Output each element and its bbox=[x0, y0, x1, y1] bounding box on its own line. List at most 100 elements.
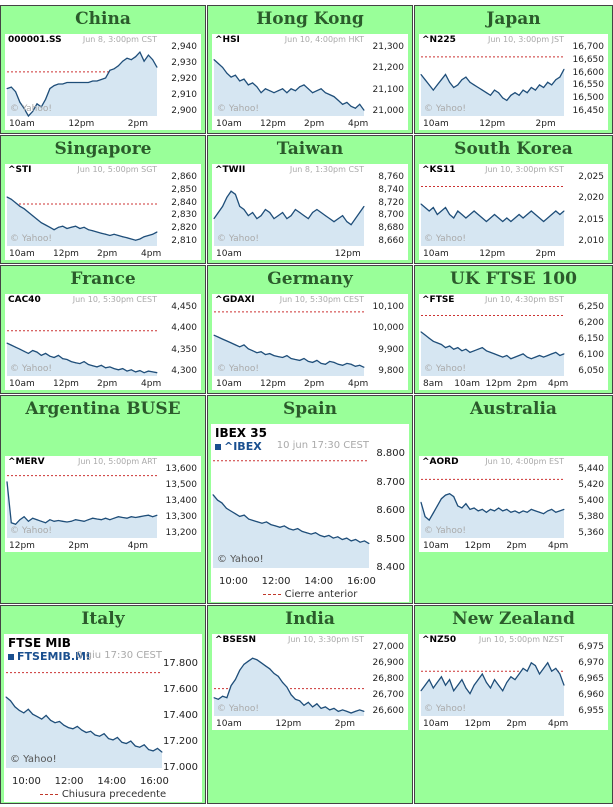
chart-point bbox=[494, 214, 495, 215]
market-title: China bbox=[75, 9, 131, 29]
chart-point bbox=[117, 516, 119, 518]
chart-point bbox=[247, 660, 249, 662]
chart-point bbox=[428, 679, 430, 681]
chart-point bbox=[465, 687, 467, 689]
chart-point bbox=[485, 92, 487, 94]
chart-point bbox=[105, 367, 107, 369]
chart-point bbox=[449, 81, 451, 83]
chart-point bbox=[469, 508, 471, 510]
chart-point bbox=[36, 716, 38, 718]
chart-point bbox=[243, 344, 245, 346]
market-cell-france: France CAC40 Jun 10, 5:30pm CEST 4,450 4,400… bbox=[0, 265, 206, 394]
chart-point bbox=[273, 92, 275, 94]
chart-point bbox=[342, 364, 344, 366]
chart-point bbox=[282, 212, 284, 213]
chart-point bbox=[230, 510, 232, 512]
chart-svg bbox=[420, 56, 565, 116]
chart-point bbox=[485, 350, 487, 352]
chart-point bbox=[303, 84, 305, 86]
chart-point bbox=[121, 741, 123, 743]
chart-point bbox=[36, 218, 38, 220]
x-tick-label: 2pm bbox=[334, 719, 356, 729]
market-chart[interactable]: ^BSESN Jun 10, 3:30pm IST 27,000 26,900 26,8… bbox=[212, 634, 408, 730]
chart-point bbox=[62, 225, 64, 227]
y-tick-label: 10,000 bbox=[372, 323, 405, 334]
y-tick-label: 2,820 bbox=[171, 223, 197, 234]
chart-point bbox=[502, 356, 504, 358]
chart-point bbox=[243, 514, 245, 516]
chart-symbol: ^GDAXI bbox=[215, 295, 255, 305]
chart-series-line bbox=[212, 494, 370, 545]
x-tick-label: 12pm bbox=[485, 379, 512, 389]
chart-point bbox=[346, 362, 348, 364]
chart-point bbox=[320, 88, 322, 90]
chart-point bbox=[534, 510, 536, 512]
chart-point bbox=[109, 235, 111, 236]
chart-point bbox=[282, 357, 284, 358]
x-tick-label: 14:00 bbox=[97, 776, 127, 787]
chart-point bbox=[477, 87, 479, 88]
chart-point bbox=[312, 706, 314, 708]
chart-point bbox=[75, 362, 77, 364]
chart-point bbox=[109, 69, 111, 71]
market-chart[interactable]: CAC40 Jun 10, 5:30pm CEST 4,450 4,400 4,350 4… bbox=[5, 294, 201, 390]
market-chart[interactable]: ^AORD Jun 10, 4:00pm EST 5,440 5,420 5,400 5,… bbox=[419, 456, 608, 552]
market-chart[interactable]: ^GDAXI Jun 10, 5:30pm CEST 10,100 10,000 9,9… bbox=[212, 294, 408, 390]
chart-point bbox=[32, 215, 34, 217]
chart-point bbox=[135, 517, 137, 518]
chart-point bbox=[563, 508, 565, 510]
chart-point bbox=[83, 226, 85, 228]
market-chart[interactable]: ^KS11 Jun 10, 3:00pm KST 2,025 2,020 2,015 2,… bbox=[419, 164, 608, 260]
x-tick-label: 12pm bbox=[464, 541, 491, 551]
chart-point bbox=[290, 358, 292, 359]
chart-area bbox=[214, 335, 364, 376]
chart-point bbox=[269, 212, 271, 213]
x-tick-label: 12pm bbox=[260, 119, 286, 129]
x-tick-label: 2pm bbox=[535, 249, 556, 259]
chart-point bbox=[19, 519, 21, 521]
market-chart[interactable]: ^HSI Jun 10, 4:00pm HKT 21,300 21,200 21,100… bbox=[212, 34, 408, 130]
chart-point bbox=[23, 516, 25, 518]
chart-point bbox=[45, 714, 47, 716]
chart-point bbox=[87, 364, 89, 365]
chart-point bbox=[477, 348, 479, 350]
chart-area bbox=[7, 52, 157, 116]
chart-point bbox=[5, 696, 7, 698]
market-chart[interactable]: ^STI Jun 10, 5:00pm SGT 2,860 2,850 2,840 2,8… bbox=[5, 164, 201, 260]
chart-point bbox=[526, 92, 528, 94]
market-chart[interactable]: ^FTSE Jun 10, 4:30pm BST 6,250 6,200 6,150 6,… bbox=[419, 294, 608, 390]
chart-point bbox=[226, 196, 228, 198]
x-tick-label: 10am bbox=[9, 119, 35, 129]
market-chart[interactable]: FTSE MIB FTSEMIB.MI 0 giu 17:30 CEST 17.800… bbox=[4, 634, 202, 802]
chart-point bbox=[10, 522, 12, 524]
chart-point bbox=[125, 743, 127, 744]
chart-symbol: ^BSESN bbox=[215, 635, 257, 645]
chart-point bbox=[346, 537, 348, 539]
market-chart[interactable]: ^MERV Jun 10, 5:00pm ART 13,600 13,500 13,40… bbox=[5, 456, 201, 552]
chart-point bbox=[126, 57, 128, 59]
chart-point bbox=[359, 541, 361, 543]
x-tick-label: 4pm bbox=[548, 541, 569, 551]
y-tick-label: 6,250 bbox=[578, 302, 604, 312]
chart-svg bbox=[213, 59, 365, 116]
chart-point bbox=[457, 84, 459, 86]
chart-point bbox=[559, 355, 561, 356]
market-cell-italy: Italy FTSE MIB FTSEMIB.MI 0 giu 17:30 CEST 1… bbox=[0, 605, 206, 804]
market-title: Germany bbox=[267, 269, 353, 289]
chart-point bbox=[234, 679, 236, 680]
market-chart[interactable]: ^TWII Jun 8, 1:30pm CST 8,760 8,740 8,720 8,7… bbox=[212, 164, 408, 260]
market-chart[interactable]: IBEX 35 ^IBEX 10 jun 17:30 CEST 8.800 8.700 8… bbox=[211, 424, 409, 602]
chart-point bbox=[551, 84, 553, 86]
market-chart[interactable]: ^NZ50 Jun 10, 5:00pm NZST 6,975 6,970 6,965 6… bbox=[419, 634, 608, 730]
market-chart[interactable]: 000001.SS Jun 8, 3:00pm CST 2,940 2,930 2,92… bbox=[5, 34, 201, 130]
chart-point bbox=[364, 540, 365, 542]
chart-point bbox=[79, 228, 81, 229]
chart-point bbox=[277, 675, 279, 677]
chart-point bbox=[23, 350, 25, 352]
chart-point bbox=[481, 508, 483, 510]
chart-point bbox=[359, 103, 361, 105]
chart-point bbox=[551, 670, 553, 672]
chart-point bbox=[117, 65, 119, 67]
chart-point bbox=[350, 363, 352, 365]
market-chart[interactable]: ^N225 Jun 10, 3:00pm JST 16,700 16,650 16,60… bbox=[419, 34, 608, 130]
